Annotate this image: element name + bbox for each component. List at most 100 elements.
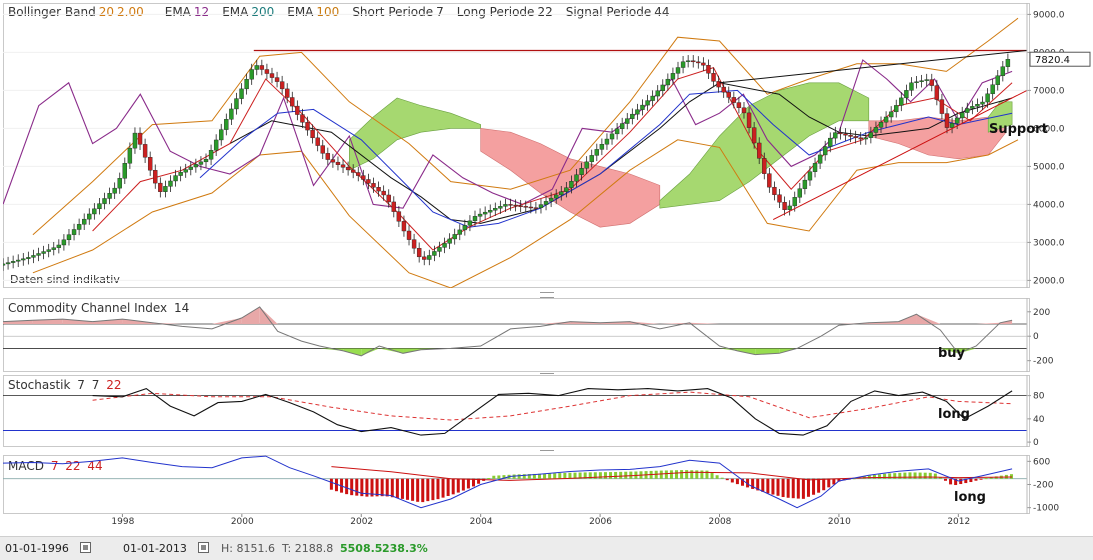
candle-body-130: [660, 84, 665, 91]
candle-body-89: [452, 234, 457, 240]
macd-hist-bar-129: [984, 478, 988, 480]
candle-body-188: [954, 117, 960, 124]
macd-hist-bar-39: [527, 474, 531, 479]
candle-body-6: [31, 255, 36, 258]
range-low: T: 2188.8: [282, 542, 334, 555]
candle-body-31: [158, 182, 163, 192]
candle-body-54: [274, 77, 280, 82]
candle-body-129: [655, 90, 660, 97]
start-date-calendar-icon[interactable]: [80, 542, 91, 553]
candle-body-176: [894, 105, 899, 113]
candle-body-137: [696, 61, 701, 64]
candle-body-78: [396, 211, 402, 222]
candle-body-141: [716, 81, 721, 88]
candle-body-85: [432, 251, 437, 256]
candle-body-154: [782, 202, 787, 210]
macd-hist-bar-9: [375, 478, 379, 497]
macd-hist-bar-46: [563, 472, 567, 479]
price-ytick-label-2: 4000.0: [1033, 200, 1065, 210]
cci-oversold-area-38: [958, 348, 977, 354]
ichimoku-cloud-green-1: [348, 97, 482, 171]
macd-hist-bar-84: [756, 478, 760, 491]
macd-hist-bar-73: [700, 470, 704, 479]
macd-hist-bar-8: [370, 478, 374, 497]
candle-body-64: [325, 153, 331, 160]
candle-body-145: [736, 102, 742, 108]
stoch-legend-slow: 22: [106, 378, 122, 392]
candle-body-118: [599, 144, 605, 150]
candle-body-150: [762, 158, 767, 174]
candle-body-62: [315, 137, 320, 146]
xtick-label-0: 1998: [111, 517, 134, 527]
candle-body-49: [249, 69, 254, 80]
candle-body-76: [386, 194, 391, 203]
macd-hist-bar-116: [918, 472, 922, 479]
candle-body-9: [46, 249, 51, 252]
candle-body-7: [36, 253, 41, 256]
start-date[interactable]: 01-01-1996: [5, 542, 69, 555]
macd-hist-bar-87: [771, 478, 775, 495]
candle-body-156: [792, 197, 797, 207]
annotation-buy: buy: [938, 346, 966, 361]
candle-body-164: [833, 132, 838, 139]
candle-body-65: [330, 159, 336, 163]
candle-body-83: [422, 256, 427, 260]
legend-param-5-0: 22: [537, 5, 553, 19]
candle-body-3: [16, 259, 21, 262]
macd-hist-bar-4: [350, 478, 354, 496]
macd-hist-bar-103: [852, 478, 856, 480]
price-ytick-label-4: 6000.0: [1033, 124, 1065, 134]
macd-chart: 600 -200 -1000: [3, 455, 1059, 514]
macd-hist-bar-74: [705, 470, 709, 479]
last-price-label: 7820.4: [1035, 55, 1070, 66]
macd-hist-bar-115: [913, 472, 917, 479]
candle-body-82: [416, 248, 422, 258]
legend-param-2-0: 200: [251, 5, 275, 19]
candle-body-162: [822, 146, 828, 156]
ichimoku-cloud-red-1: [480, 128, 661, 228]
macd-hist-bar-65: [659, 470, 663, 479]
macd-hist-bar-99: [832, 478, 836, 485]
candle-body-177: [899, 97, 904, 106]
candle-body-97: [493, 208, 498, 211]
candle-body-73: [371, 183, 376, 188]
end-date[interactable]: 01-01-2013: [123, 542, 187, 555]
macd-hist-bar-68: [675, 470, 679, 479]
macd-hist-bar-67: [669, 470, 673, 479]
cci-overbought-area-35: [898, 314, 917, 324]
macd-hist-bar-27: [466, 478, 470, 489]
macd-hist-bar-58: [624, 471, 628, 479]
candle-body-32: [163, 186, 168, 192]
candle-body-43: [219, 129, 224, 141]
end-date-calendar-icon[interactable]: [198, 542, 209, 553]
candle-body-94: [477, 213, 483, 217]
cci-overbought-area-26: [689, 322, 720, 324]
candle-body-179: [909, 82, 914, 91]
candle-body-103: [523, 206, 528, 208]
legend-label-1: EMA: [164, 5, 191, 19]
macd-hist-bar-41: [537, 473, 541, 479]
macd-hist-bar-38: [522, 474, 526, 479]
cci-overbought-area-8: [241, 306, 260, 324]
candle-body-51: [259, 65, 265, 70]
macd-hist-bar-95: [812, 478, 816, 495]
macd-hist-bar-17: [416, 478, 420, 502]
candle-body-106: [538, 204, 544, 209]
candle-body-2: [10, 261, 16, 263]
macd-hist-bar-118: [928, 472, 932, 479]
candle-body-138: [701, 62, 706, 66]
stoch-legend-d: 7: [91, 378, 100, 392]
candle-body-24: [122, 163, 128, 179]
candle-body-196: [995, 75, 1000, 85]
candle-body-17: [87, 213, 92, 220]
main-legend: Bollinger Band 20 2.00 EMA 12 EMA 200 EMA 100 Sho…: [8, 5, 682, 19]
macd-hist-bar-42: [543, 473, 547, 479]
candle-body-1: [5, 262, 11, 265]
macd-hist-bar-108: [878, 474, 882, 479]
candle-body-96: [488, 210, 493, 213]
panel-splitter-1[interactable]: [540, 292, 554, 298]
upper-trend-line: [719, 50, 1028, 84]
macd-hist-bar-121: [943, 478, 947, 481]
candle-body-90: [457, 229, 462, 235]
macd-hist-bar-43: [548, 473, 552, 479]
